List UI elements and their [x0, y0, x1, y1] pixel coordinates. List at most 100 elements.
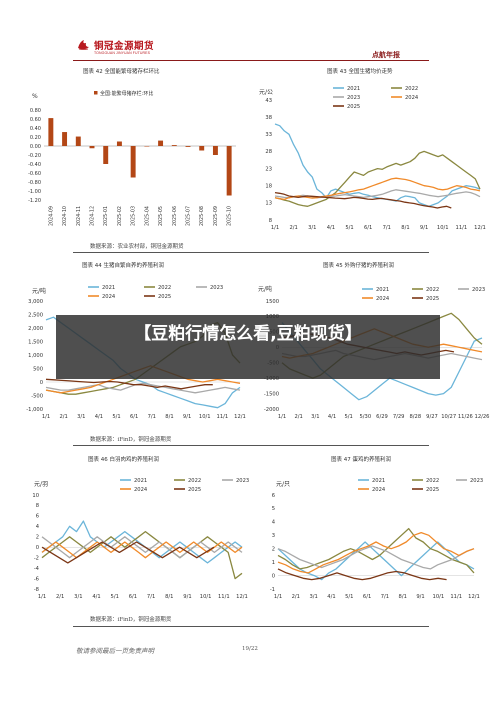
- section-divider: [73, 445, 429, 446]
- series-line: [45, 378, 213, 390]
- legend: 2021 2022 2023 2024 2025: [358, 478, 483, 493]
- x-tick-label: 2024-11: [76, 206, 82, 226]
- data-source: 数据来源：iFinD，铜冠金源期货: [90, 617, 172, 623]
- bar: [171, 145, 177, 146]
- legend-label: 2024: [134, 487, 148, 493]
- y-tick-label: 38: [265, 115, 272, 121]
- y-tick-label: 1,000: [28, 353, 43, 359]
- y-tick-label: -6: [34, 576, 39, 582]
- bar: [212, 146, 218, 155]
- x-tick-label: 1/1: [278, 414, 286, 420]
- y-tick-label: 10: [32, 493, 39, 499]
- y-tick-label: 33: [265, 132, 272, 138]
- y-tick-label: 500: [33, 366, 43, 372]
- bar: [144, 146, 150, 147]
- x-tick-label: 7/1: [148, 414, 156, 420]
- y-tick-label: -500: [31, 393, 43, 399]
- x-tick-label: 9/1: [416, 594, 424, 600]
- bar: [158, 140, 164, 146]
- x-tick-label: 2024-09: [48, 206, 54, 226]
- header-rule: [73, 60, 429, 62]
- x-tick-label: 8/1: [165, 414, 173, 420]
- figure-title: 图表 43 全国生猪均价走势: [327, 69, 393, 75]
- x-tick-label: 2024-10: [62, 206, 68, 226]
- y-tick-label: -1500: [264, 391, 279, 397]
- x-tick-label: 12/1: [236, 594, 248, 600]
- chart-fig42: % 全国:能繁母猪存栏:环比 0.80 0.60 0.40 0.20 0.00 -0.20 -0…: [28, 90, 236, 226]
- banner-text: 【豆粕行情怎么看,豆粕现货】: [134, 324, 362, 344]
- x-tick-label: 3/1: [311, 414, 319, 420]
- x-tick-label: 12/1: [474, 225, 486, 231]
- x-tick-label: 10/1: [200, 594, 212, 600]
- x-tick-label: 4/1: [327, 594, 335, 600]
- x-tick-label: 2025-07: [186, 206, 192, 226]
- series-line: [277, 531, 475, 574]
- x-tick-label: 2025-08: [199, 206, 205, 226]
- legend-label: 2022: [426, 478, 439, 484]
- legend-label: 2022: [188, 478, 201, 484]
- series-line: [274, 150, 481, 207]
- x-tick-label: 8/28: [410, 414, 422, 420]
- x-tick-label: 2025-05: [158, 206, 164, 226]
- legend: 2021 2022 2023 2024 2025: [333, 86, 419, 110]
- x-tick-label: 7/29: [393, 414, 405, 420]
- legend: 全国:能繁母猪存栏:环比: [94, 90, 153, 97]
- series-line: [41, 530, 243, 580]
- y-unit-label: 元/只: [276, 481, 290, 488]
- y-tick-label: -4: [34, 566, 40, 572]
- y-tick-label: 13: [265, 201, 272, 207]
- x-tick-label: 2025-04: [144, 206, 150, 226]
- x-tick-label: 10/1: [433, 594, 445, 600]
- legend-label: 2025: [426, 296, 439, 302]
- series-line: [274, 177, 481, 201]
- y-tick-label: 1,500: [28, 339, 43, 345]
- figure-title: 图表 45 外购仔猪的养殖利润: [323, 263, 394, 269]
- y-tick-label: 4: [36, 524, 40, 530]
- legend-label: 2021: [372, 478, 385, 484]
- x-tick-label: 2025-03: [131, 206, 137, 226]
- y-tick-label: 0.40: [30, 126, 41, 132]
- series-line: [45, 382, 241, 394]
- y-tick-label: -0.40: [28, 162, 41, 168]
- x-tick-label: 6/29: [376, 414, 388, 420]
- legend-label: 2022: [426, 287, 439, 293]
- y-tick-label: 43: [265, 98, 272, 104]
- x-tick-label: 9/1: [420, 225, 428, 231]
- y-tick-label: 0.00: [30, 144, 41, 150]
- x-tick-label: 9/27: [426, 414, 438, 420]
- y-tick-label: -1.20: [28, 198, 41, 204]
- x-tick-label: 7/1: [147, 594, 155, 600]
- y-unit-label: 元/吨: [258, 285, 272, 293]
- x-tick-label: 7/1: [381, 594, 389, 600]
- legend-label: 2023: [210, 285, 223, 291]
- figure-title: 图表 47 蛋鸡的养殖利润: [331, 457, 391, 463]
- y-tick-label: 28: [265, 149, 272, 155]
- y-tick-label: -2: [34, 555, 39, 561]
- x-tick-label: 1/1: [271, 225, 279, 231]
- x-tick-label: 2025-01: [103, 206, 109, 226]
- x-tick-label: 6/1: [364, 225, 372, 231]
- x-tick-label: 10/1: [437, 225, 449, 231]
- legend: 2021 2022 2023 2024 2025: [88, 285, 223, 300]
- data-source: 数据来源：iFinD，铜冠金源期货: [90, 437, 172, 443]
- y-tick-label: -1: [270, 587, 275, 593]
- y-tick-label: 3,000: [28, 299, 43, 305]
- section-divider: [73, 626, 429, 627]
- x-tick-label: 6/1: [129, 594, 137, 600]
- x-tick-label: 11/1: [450, 594, 462, 600]
- bar: [226, 146, 232, 196]
- x-tick-label: 8/1: [165, 594, 173, 600]
- y-tick-label: 3: [272, 533, 275, 539]
- series-line: [41, 536, 243, 559]
- legend-label: 2023: [472, 287, 485, 293]
- x-tick-label: 2/1: [59, 414, 67, 420]
- bar: [89, 146, 95, 149]
- x-tick-label: 5/1: [344, 414, 352, 420]
- data-source: 数据来源：农业农村部，铜冠金源期货: [90, 244, 184, 250]
- x-tick-label: 2/1: [289, 225, 297, 231]
- legend-label: 2022: [405, 86, 418, 92]
- y-tick-label: 2,000: [28, 326, 43, 332]
- x-tick-label: 1/1: [42, 414, 50, 420]
- x-tick-label: 4/1: [95, 414, 103, 420]
- legend-label: 2021: [347, 86, 360, 92]
